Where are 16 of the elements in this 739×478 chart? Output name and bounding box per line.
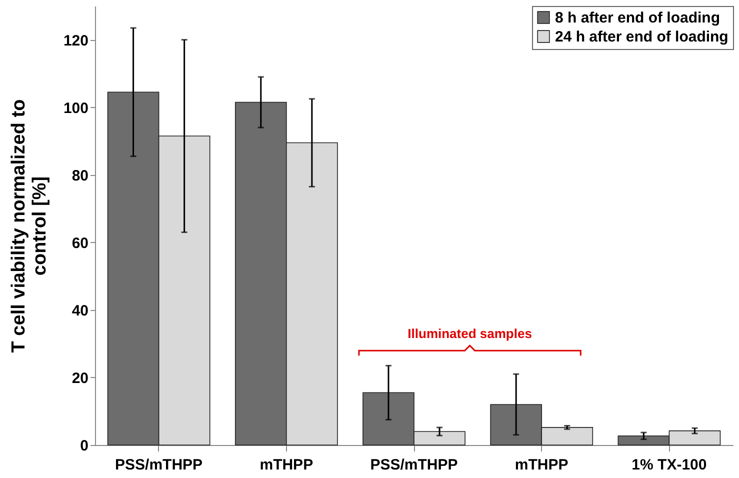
x-tick-label: mTHPP (514, 456, 568, 474)
x-tick-label: mTHPP (260, 456, 314, 474)
annotation: Illuminated samples (408, 326, 532, 341)
x-tick-label: PSS/mTHPP (370, 456, 458, 474)
y-axis-title: T cell viability normalized to control [%] (8, 99, 50, 353)
y-tick-label: 0 (80, 438, 88, 454)
y-tick-label: 120 (63, 32, 88, 50)
x-tick-label: 1% TX-100 (632, 456, 707, 474)
y-tick-label: 40 (72, 302, 88, 320)
y-tick-label: 20 (72, 370, 88, 387)
legend-label: 8 h after end of loading (555, 10, 720, 26)
y-tick-label: 60 (72, 234, 88, 252)
y-tick-label: 80 (72, 167, 88, 184)
y-tick-label: 100 (63, 100, 88, 117)
legend-label: 24 h after end of loading (555, 28, 728, 46)
x-tick-label: PSS/mTHPP (115, 456, 203, 474)
